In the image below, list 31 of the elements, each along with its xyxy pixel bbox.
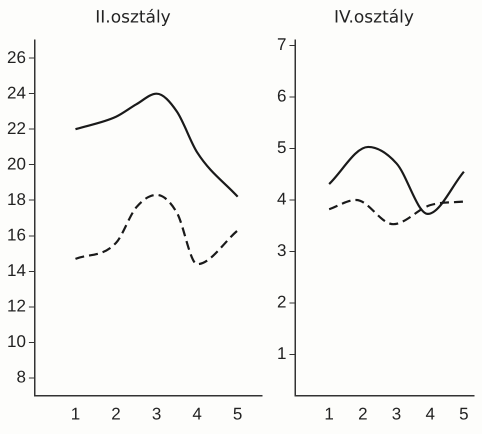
- y-tick-label: 24: [6, 83, 26, 102]
- x-tick-label: 3: [152, 404, 162, 424]
- x-tick-label: 2: [111, 404, 121, 424]
- y-tick-label: 1: [276, 344, 286, 364]
- x-tick-label: 2: [358, 404, 368, 424]
- x-tick-label: 4: [425, 404, 435, 424]
- y-tick-label: 4: [276, 190, 286, 209]
- line-series: [74, 92, 239, 198]
- y-tick-label: 20: [6, 154, 26, 174]
- x-tick-label: 5: [459, 404, 469, 424]
- x-tick-label: 5: [232, 404, 242, 424]
- y-tick-label: 10: [6, 332, 26, 352]
- x-tick-label: 1: [324, 404, 334, 424]
- y-tick-label: 8: [16, 368, 26, 387]
- y-tick-label: 14: [6, 260, 26, 280]
- y-tick-label: 26: [6, 48, 26, 67]
- y-tick-label: 2: [276, 292, 286, 312]
- y-tick-label: 18: [6, 190, 26, 209]
- y-tick-label: 12: [6, 296, 26, 316]
- y-tick-label: 6: [276, 86, 286, 106]
- y-tick-label: 22: [6, 118, 26, 138]
- chart-title: II.osztály: [95, 8, 171, 28]
- chart-title: IV.osztály: [334, 8, 414, 28]
- y-tick-label: 7: [276, 35, 286, 54]
- x-tick-label: 4: [192, 404, 202, 424]
- line-series: [74, 194, 239, 266]
- x-tick-label: 3: [392, 404, 402, 424]
- y-tick-label: 5: [276, 138, 286, 158]
- x-tick-label: 1: [70, 404, 80, 424]
- y-tick-label: 3: [276, 241, 286, 260]
- y-tick-label: 16: [6, 225, 26, 244]
